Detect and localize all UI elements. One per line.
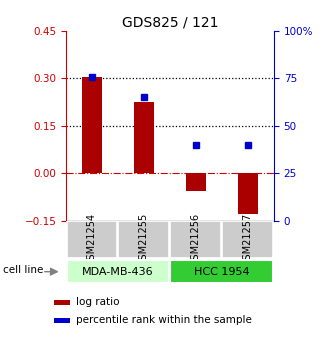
Text: cell line: cell line xyxy=(3,265,44,275)
Text: GSM21256: GSM21256 xyxy=(191,213,201,266)
Text: percentile rank within the sample: percentile rank within the sample xyxy=(77,315,252,325)
Text: GSM21255: GSM21255 xyxy=(139,213,149,266)
Bar xyxy=(118,221,169,258)
Bar xyxy=(82,77,102,173)
Bar xyxy=(222,221,273,258)
Bar xyxy=(54,318,70,323)
Text: HCC 1954: HCC 1954 xyxy=(194,267,250,277)
Bar xyxy=(67,221,117,258)
Bar xyxy=(171,260,273,283)
Bar xyxy=(134,102,154,173)
Text: log ratio: log ratio xyxy=(77,297,120,307)
Bar xyxy=(54,300,70,305)
Bar xyxy=(67,260,169,283)
Bar xyxy=(185,173,206,191)
Text: GSM21257: GSM21257 xyxy=(243,213,253,266)
Bar xyxy=(171,221,221,258)
Text: GSM21254: GSM21254 xyxy=(87,213,97,266)
Text: MDA-MB-436: MDA-MB-436 xyxy=(82,267,154,277)
Title: GDS825 / 121: GDS825 / 121 xyxy=(122,16,218,30)
Bar xyxy=(238,173,258,215)
